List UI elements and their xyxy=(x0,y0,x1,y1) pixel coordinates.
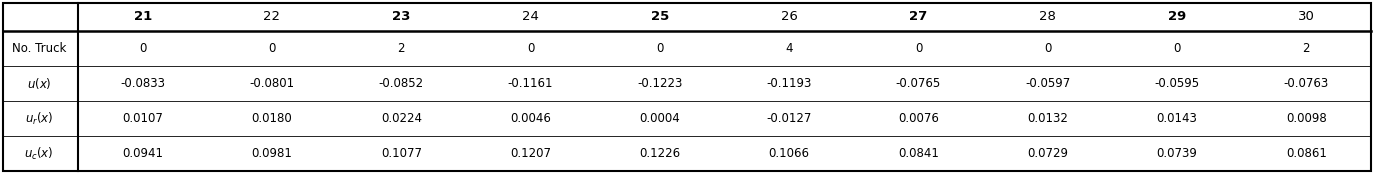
Text: 0.1077: 0.1077 xyxy=(381,147,422,160)
Text: 0.0076: 0.0076 xyxy=(899,112,938,125)
Text: 30: 30 xyxy=(1298,10,1315,23)
Text: 27: 27 xyxy=(910,10,927,23)
Text: 0: 0 xyxy=(268,42,276,55)
Text: -0.1161: -0.1161 xyxy=(508,77,554,90)
Text: 25: 25 xyxy=(651,10,669,23)
Text: 28: 28 xyxy=(1039,10,1057,23)
Text: -0.0765: -0.0765 xyxy=(896,77,941,90)
Text: 24: 24 xyxy=(522,10,539,23)
Text: 0.1066: 0.1066 xyxy=(768,147,809,160)
Text: 0.0739: 0.0739 xyxy=(1157,147,1198,160)
Text: $u_c(x)$: $u_c(x)$ xyxy=(25,145,54,161)
Text: 22: 22 xyxy=(264,10,280,23)
Text: 0.0941: 0.0941 xyxy=(122,147,164,160)
Text: -0.0127: -0.0127 xyxy=(767,112,812,125)
Text: 0.0132: 0.0132 xyxy=(1028,112,1068,125)
Text: 0: 0 xyxy=(1173,42,1180,55)
Text: 0.0098: 0.0098 xyxy=(1286,112,1327,125)
Text: 0.1207: 0.1207 xyxy=(510,147,551,160)
Text: 0.0046: 0.0046 xyxy=(510,112,551,125)
Text: -0.1193: -0.1193 xyxy=(767,77,812,90)
Text: $u(x)$: $u(x)$ xyxy=(26,76,51,91)
Text: 26: 26 xyxy=(780,10,797,23)
Text: 0.0180: 0.0180 xyxy=(251,112,293,125)
Text: 0.0107: 0.0107 xyxy=(122,112,164,125)
Text: -0.0833: -0.0833 xyxy=(120,77,165,90)
Text: 0.0729: 0.0729 xyxy=(1028,147,1068,160)
Text: 4: 4 xyxy=(786,42,793,55)
Text: 23: 23 xyxy=(392,10,411,23)
Text: 0: 0 xyxy=(915,42,922,55)
Text: -0.1223: -0.1223 xyxy=(638,77,683,90)
Text: 0.1226: 0.1226 xyxy=(639,147,680,160)
Text: 0.0861: 0.0861 xyxy=(1286,147,1327,160)
Text: 0: 0 xyxy=(657,42,664,55)
Text: -0.0595: -0.0595 xyxy=(1154,77,1200,90)
Text: No. Truck: No. Truck xyxy=(12,42,66,55)
Text: 0: 0 xyxy=(526,42,534,55)
Text: 0.0143: 0.0143 xyxy=(1157,112,1198,125)
Text: 0: 0 xyxy=(1044,42,1051,55)
Text: -0.0801: -0.0801 xyxy=(250,77,294,90)
Text: 0.0224: 0.0224 xyxy=(381,112,422,125)
Text: $u_r(x)$: $u_r(x)$ xyxy=(25,110,54,126)
Text: 0: 0 xyxy=(139,42,147,55)
Text: 0.0981: 0.0981 xyxy=(251,147,293,160)
Text: 21: 21 xyxy=(133,10,151,23)
Text: -0.0763: -0.0763 xyxy=(1283,77,1329,90)
Text: 29: 29 xyxy=(1168,10,1186,23)
Text: 2: 2 xyxy=(1303,42,1309,55)
Text: -0.0852: -0.0852 xyxy=(379,77,423,90)
Text: -0.0597: -0.0597 xyxy=(1025,77,1070,90)
Text: 0.0841: 0.0841 xyxy=(899,147,938,160)
Text: 0.0004: 0.0004 xyxy=(639,112,680,125)
Text: 2: 2 xyxy=(397,42,405,55)
